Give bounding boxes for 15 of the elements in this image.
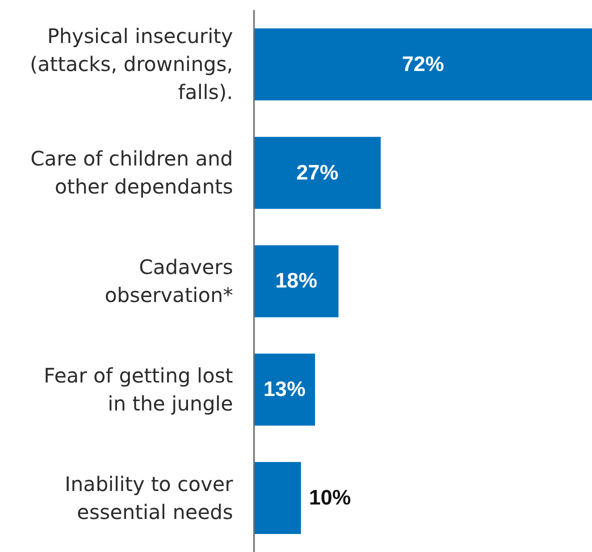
y-tick-label: Inability to cover essential needs <box>64 472 234 524</box>
data-label: 10% <box>308 486 352 510</box>
data-label: 18% <box>275 270 318 293</box>
y-tick-label: Cadavers observation* <box>104 255 233 307</box>
data-label: 72% <box>402 52 444 76</box>
bar <box>254 462 301 534</box>
bar <box>254 28 592 100</box>
y-tick-label: Care of children and other dependants <box>30 146 233 199</box>
data-label: 27% <box>296 161 339 184</box>
bar <box>254 136 381 209</box>
y-tick-label: Fear of getting lost in the jungle <box>44 363 234 416</box>
data-label: 13% <box>264 378 306 402</box>
bar <box>254 354 316 426</box>
y-tick-label: Physical insecurity (attacks, drownings, falls). <box>30 24 234 104</box>
bar <box>254 245 338 318</box>
